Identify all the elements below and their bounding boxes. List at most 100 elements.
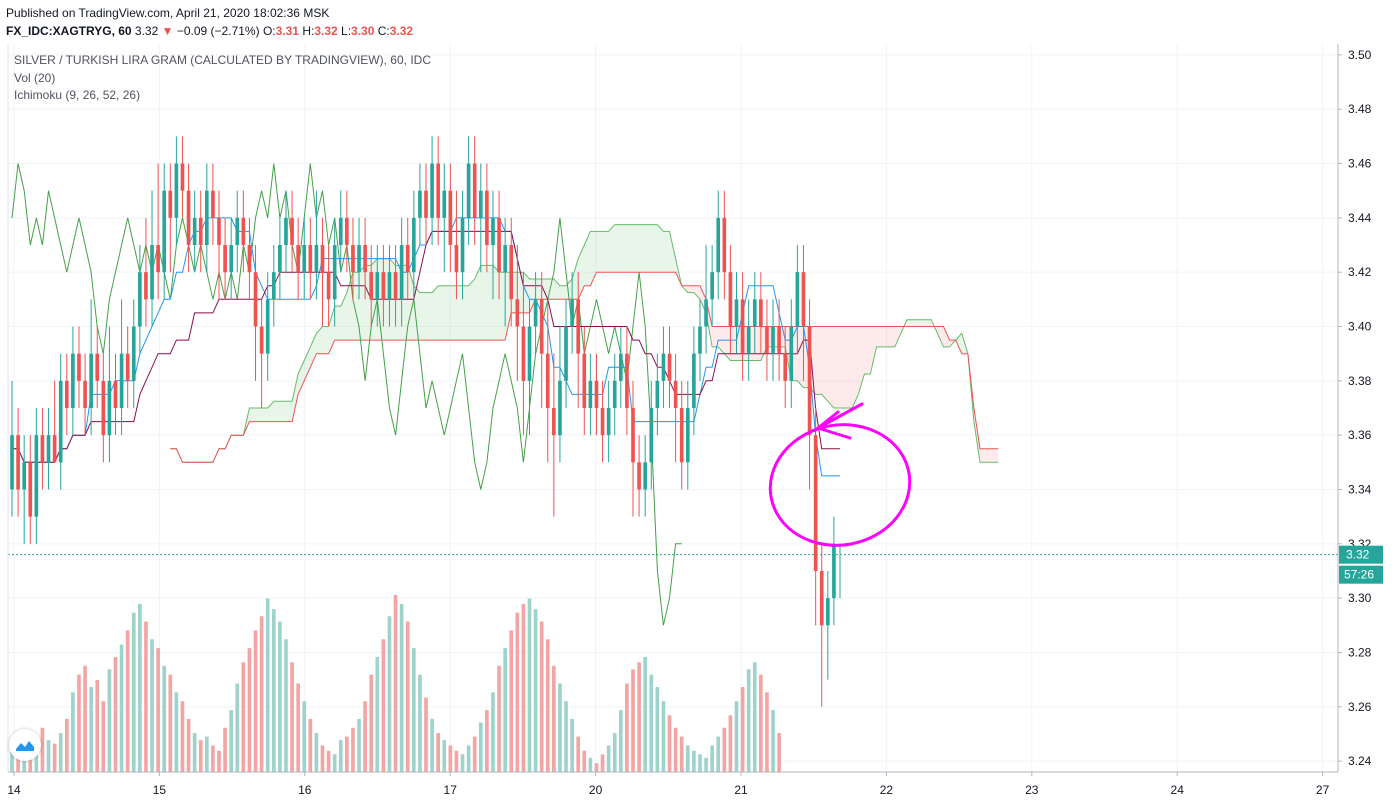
volume-bar <box>679 736 684 772</box>
volume-bar <box>40 727 45 772</box>
candle-body <box>515 299 520 327</box>
candle-body <box>466 163 471 218</box>
price-tick-label: 3.28 <box>1348 645 1372 659</box>
volume-bar <box>430 718 434 772</box>
candle-body <box>83 380 87 408</box>
cloud-segment <box>821 326 828 402</box>
cloud-segment <box>316 326 323 354</box>
candle-body <box>430 163 434 218</box>
candle-body <box>95 353 100 381</box>
volume-bar <box>594 763 599 772</box>
volume-bar <box>211 745 215 772</box>
time-tick-label: 14 <box>7 783 21 797</box>
volume-bar <box>637 662 641 772</box>
cloud-segment <box>322 326 329 354</box>
candle-body <box>685 408 690 463</box>
cloud-segment <box>279 401 286 422</box>
annotation-arrow <box>816 402 864 440</box>
cloud-segment <box>292 374 299 422</box>
cloud-segment <box>724 326 731 361</box>
volume-bar <box>338 740 343 772</box>
volume-bar <box>229 710 234 772</box>
volume-bar <box>631 669 635 772</box>
volume-bar <box>460 754 465 772</box>
price-tick-label: 3.42 <box>1348 265 1372 279</box>
cloud-segment <box>955 333 962 354</box>
candle-body <box>716 217 721 273</box>
published-line: Published on TradingView.com, April 21, … <box>6 6 330 20</box>
cloud-segment <box>438 285 445 341</box>
volume-bar <box>357 718 361 772</box>
candle-body <box>52 435 57 463</box>
candle-body <box>22 462 27 490</box>
volume-bar <box>442 740 447 772</box>
candle-body <box>832 543 836 599</box>
cloud-segment <box>943 326 950 347</box>
volume-bar <box>515 612 520 772</box>
candle-body <box>156 245 160 273</box>
low-label: L: <box>341 24 352 38</box>
time-tick-label: 20 <box>589 783 603 797</box>
volume-bar <box>655 687 660 772</box>
volume-bar <box>351 727 355 772</box>
candle-body <box>448 190 453 246</box>
volume-bar <box>625 683 629 772</box>
volume-bar <box>491 692 495 772</box>
candle-body <box>679 408 684 463</box>
cloud-segment <box>663 231 670 273</box>
cloud-segment <box>937 326 944 347</box>
volume-bar <box>698 754 702 772</box>
candle-body <box>783 353 788 381</box>
cloud-segment <box>334 306 341 341</box>
volume-bar <box>552 665 556 772</box>
volume-bar <box>83 665 87 772</box>
candle-body <box>491 217 495 246</box>
cloud-segment <box>541 279 548 300</box>
symbol-label[interactable]: FX_IDC:XAGTRYG, 60 <box>6 24 132 38</box>
cloud-segment <box>255 408 262 422</box>
candle-body <box>789 326 794 381</box>
cloud-segment <box>992 448 999 463</box>
candle-body <box>612 380 617 408</box>
volume-bar <box>113 656 118 772</box>
volume-bar <box>71 692 75 772</box>
candle-body <box>284 217 288 246</box>
volume-bar <box>10 740 14 772</box>
candle-body <box>332 245 337 300</box>
candle-body <box>357 245 361 273</box>
volume-bar <box>150 639 154 772</box>
legend-ichimoku[interactable]: Ichimoku (9, 26, 52, 26) <box>14 88 141 102</box>
cloud-segment <box>973 408 980 463</box>
cloud-segment <box>426 292 433 341</box>
cloud-segment <box>608 224 615 273</box>
candle-body <box>320 245 325 273</box>
volume-bar <box>466 745 471 772</box>
high-label: H: <box>302 24 315 38</box>
volume-bar <box>643 656 648 772</box>
candle-body <box>217 217 221 246</box>
time-tick-label: 27 <box>1316 783 1330 797</box>
candle-body <box>564 326 568 381</box>
candle-body <box>192 217 197 246</box>
candle-body <box>247 245 252 273</box>
grid <box>8 44 1338 772</box>
candle-body <box>752 299 757 327</box>
cloud-segment <box>596 231 603 273</box>
cloud-segment <box>413 285 420 341</box>
volume-bar <box>314 733 319 772</box>
volume-bar <box>284 639 288 772</box>
volume-bar <box>332 754 337 772</box>
cloud-segment <box>486 265 493 341</box>
candle-body <box>454 245 459 273</box>
volume-bar <box>588 757 593 772</box>
volume-bar <box>399 603 404 772</box>
time-tick-label: 22 <box>880 783 894 797</box>
candle-body <box>819 570 824 626</box>
candle-body <box>375 272 380 300</box>
price-tick-label: 3.44 <box>1348 211 1372 225</box>
candle-body <box>582 353 587 408</box>
legend-title[interactable]: SILVER / TURKISH LIRA GRAM (CALCULATED B… <box>14 53 431 67</box>
candle-body <box>223 245 227 273</box>
legend-volume[interactable]: Vol (20) <box>14 70 56 85</box>
